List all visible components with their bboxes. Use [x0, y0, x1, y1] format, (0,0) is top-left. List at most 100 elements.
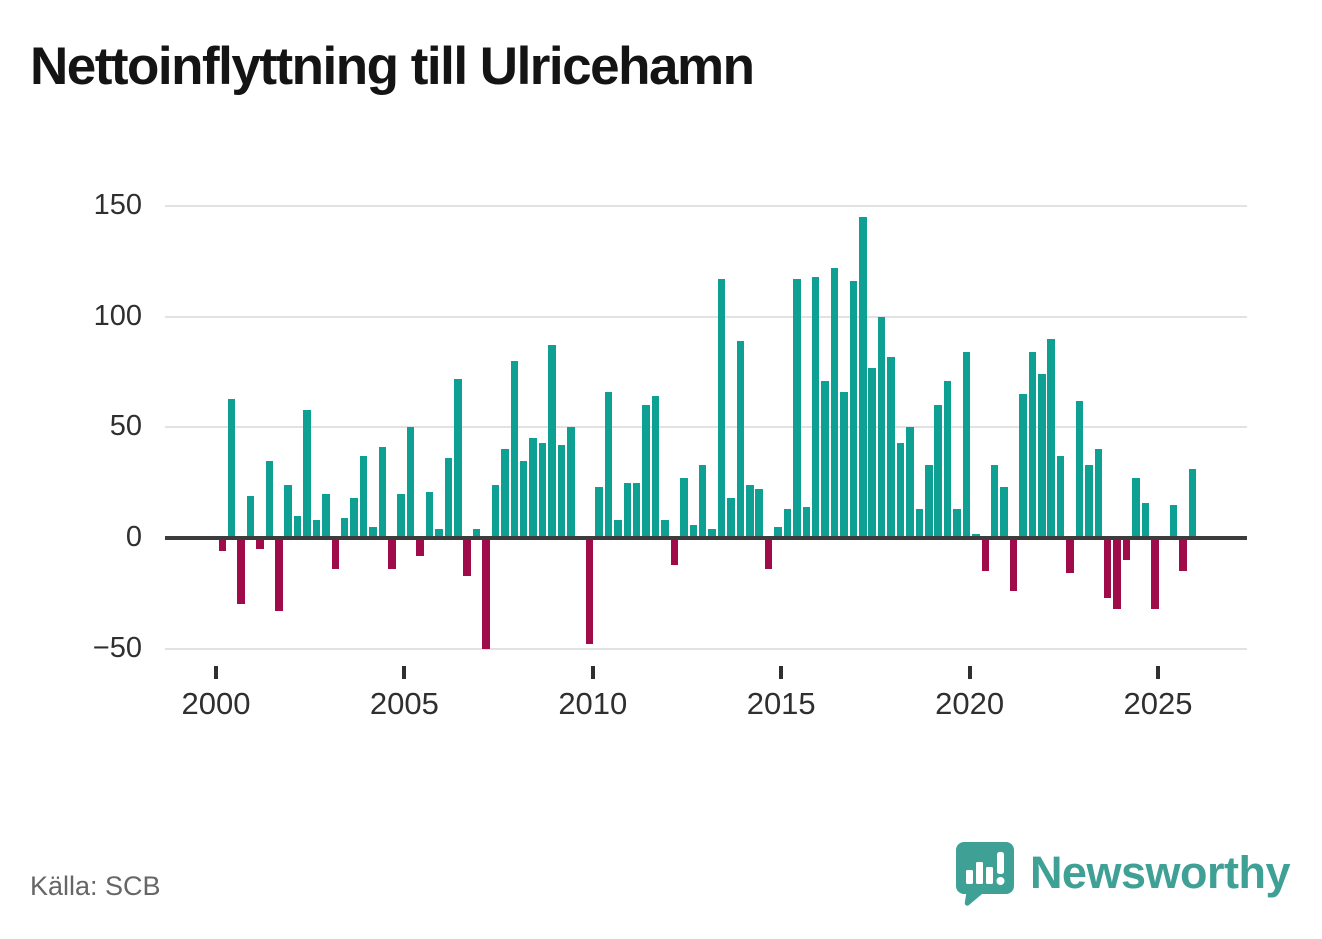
x-axis-tick-label: 2010	[558, 686, 628, 721]
bar-2022-q1	[1047, 338, 1055, 538]
bar-2016-q2	[830, 268, 839, 538]
bar-2000-q3	[237, 538, 245, 605]
bar-2022-q2	[1056, 456, 1065, 538]
bar-2019-q4	[962, 352, 971, 538]
bar-2009-q2	[567, 427, 575, 538]
bar-2005-q4	[435, 529, 443, 538]
bar-2010-q2	[604, 391, 613, 538]
bar-2005-q1	[406, 427, 415, 538]
bar-2009-q1	[557, 445, 566, 538]
bar-2012-q1	[670, 538, 679, 565]
bar-2012-q3	[689, 524, 697, 538]
bar-2025-q2	[1169, 504, 1178, 538]
bar-2023-q1	[1085, 464, 1093, 538]
bar-2014-q3	[764, 538, 773, 569]
gridline	[165, 426, 1247, 429]
bar-2017-q1	[859, 217, 867, 538]
bar-2006-q4	[472, 529, 481, 538]
bar-2010-q3	[614, 520, 622, 538]
bar-2015-q1	[783, 509, 792, 538]
x-axis-zero-line	[165, 536, 1247, 540]
bar-2000-q1	[218, 538, 226, 552]
brand-name: Newsworthy	[1029, 847, 1291, 898]
bar-2017-q4	[887, 356, 895, 538]
bar-2012-q2	[680, 478, 688, 538]
bar-2011-q2	[642, 405, 650, 538]
bar-2004-q3	[388, 538, 396, 569]
bar-2001-q4	[284, 484, 292, 538]
bar-2003-q4	[359, 456, 368, 538]
x-axis-tick	[967, 666, 972, 679]
bar-2003-q1	[331, 538, 340, 569]
source-note: Källa: SCB	[30, 871, 161, 901]
bar-2021-q1	[1009, 538, 1018, 592]
bar-2020-q3	[990, 464, 999, 538]
bar-2004-q1	[369, 526, 377, 538]
bar-2007-q4	[510, 360, 519, 538]
x-axis-tick-label: 2020	[935, 686, 1005, 721]
bar-2000-q4	[246, 495, 255, 538]
x-axis-tick-label: 2005	[369, 686, 439, 721]
y-axis-tick-label: 150	[93, 189, 142, 222]
bar-2010-q4	[623, 482, 632, 538]
x-axis-tick	[1156, 666, 1160, 679]
bar-2013-q1	[708, 529, 716, 538]
x-axis-tick	[214, 666, 218, 679]
x-axis-tick	[590, 666, 595, 679]
gridline	[165, 205, 1247, 208]
bar-2023-q4	[1113, 538, 1121, 609]
bar-2007-q3	[501, 449, 509, 538]
bar-2001-q2	[265, 460, 274, 538]
bar-2024-q1	[1122, 538, 1131, 561]
y-axis-tick-label: 50	[109, 410, 142, 443]
bar-2012-q4	[698, 464, 707, 538]
bar-2005-q3	[425, 491, 434, 538]
bar-2003-q2	[340, 518, 349, 538]
bar-2018-q1	[896, 442, 905, 538]
bar-2006-q2	[454, 378, 462, 538]
bar-2016-q1	[821, 380, 829, 538]
bar-2013-q4	[736, 341, 745, 538]
bar-2019-q2	[943, 380, 952, 538]
bar-2024-q2	[1132, 478, 1140, 538]
bar-2002-q4	[322, 493, 330, 538]
bar-2019-q3	[953, 509, 961, 538]
bar-2002-q3	[312, 520, 321, 538]
bar-2014-q1	[746, 484, 754, 538]
chart-title: Nettoinflyttning till Ulricehamn	[30, 37, 755, 96]
bar-2013-q2	[717, 279, 726, 538]
bar-2021-q4	[1038, 374, 1046, 538]
bar-2019-q1	[934, 405, 942, 538]
gridline	[165, 315, 1247, 318]
bar-2025-q4	[1188, 469, 1197, 538]
bar-2009-q4	[585, 538, 594, 645]
bar-2025-q3	[1179, 538, 1187, 572]
bar-2020-q4	[1000, 487, 1008, 538]
bar-2016-q4	[849, 281, 858, 538]
bar-2023-q3	[1103, 538, 1112, 598]
bar-2006-q1	[444, 458, 453, 538]
bar-2013-q3	[727, 498, 735, 538]
x-axis-tick-label: 2025	[1123, 686, 1193, 721]
bar-2010-q1	[595, 487, 603, 538]
bar-2017-q2	[868, 367, 876, 538]
bar-2016-q3	[840, 391, 848, 538]
bar-2021-q3	[1028, 352, 1037, 538]
bar-2002-q2	[303, 409, 311, 538]
y-axis-tick-label: 0	[125, 521, 142, 553]
y-axis-tick-label: −50	[92, 631, 142, 664]
bar-2007-q2	[491, 484, 500, 538]
gridline	[165, 647, 1247, 650]
bar-2001-q3	[275, 538, 283, 612]
bar-2008-q1	[519, 460, 528, 538]
bar-2004-q2	[378, 447, 387, 538]
bar-2022-q3	[1066, 538, 1074, 574]
bar-2020-q2	[981, 538, 990, 572]
x-axis-tick	[779, 666, 784, 679]
bar-2006-q3	[463, 538, 471, 576]
bar-2005-q2	[416, 538, 424, 556]
bar-2000-q2	[227, 398, 236, 538]
bar-2011-q3	[651, 396, 660, 538]
bar-2011-q1	[632, 482, 641, 538]
bar-2020-q1	[972, 533, 980, 538]
